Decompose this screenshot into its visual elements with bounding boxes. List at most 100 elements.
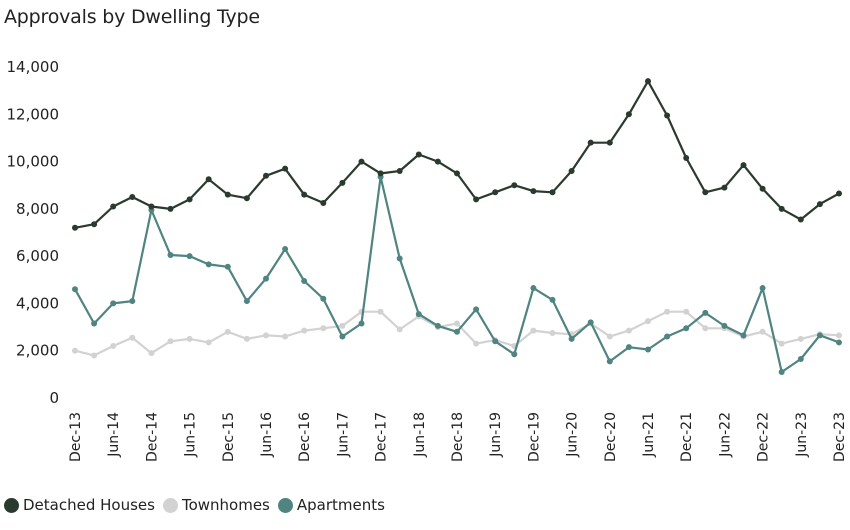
data-point-townhomes [110,342,117,349]
data-point-detached-houses [129,194,136,201]
legend-item-townhomes[interactable]: Townhomes [162,496,270,514]
data-point-apartments [645,346,651,353]
x-tick-label: Dec-22 [756,412,772,462]
data-point-detached-houses [454,170,460,177]
x-tick-label: Dec-16 [297,412,313,462]
data-point-detached-houses [740,162,747,169]
data-point-townhomes [702,325,709,332]
data-point-apartments [282,246,289,253]
data-point-apartments [836,339,842,346]
y-tick-label: 4,000 [16,294,59,312]
data-point-townhomes [167,338,174,345]
x-tick-label: Dec-19 [526,412,542,462]
data-point-townhomes [339,322,346,329]
data-point-apartments [358,320,365,327]
data-point-apartments [568,335,575,342]
data-point-detached-houses [664,112,671,119]
data-point-townhomes [224,328,231,335]
data-point-townhomes [396,326,403,333]
legend: Detached Houses Townhomes Apartments [4,496,393,514]
data-point-apartments [434,322,441,329]
data-point-detached-houses [511,182,518,189]
x-tick-label: Dec-21 [679,412,695,462]
data-point-detached-houses [358,158,365,165]
line-chart: 0 2,000 4,000 6,000 8,000 10,000 12,000 14,000 D… [7,58,849,462]
data-point-apartments [549,296,556,303]
y-tick-label: 2,000 [16,342,59,360]
legend-swatch-apartments [277,497,293,513]
y-tick-label: 12,000 [7,105,60,123]
data-point-apartments [224,263,231,270]
data-point-townhomes [129,334,136,341]
data-point-apartments [511,351,518,358]
data-point-detached-houses [606,139,613,146]
data-point-apartments [740,332,747,339]
data-point-townhomes [530,327,537,334]
legend-item-apartments[interactable]: Apartments [277,496,385,514]
data-point-detached-houses [301,191,308,198]
x-tick-label: Dec-15 [221,412,237,462]
data-point-townhomes [778,340,785,347]
data-point-detached-houses [282,165,289,172]
x-tick-label: Jun-21 [641,412,657,458]
data-point-detached-houses [721,184,728,191]
x-tick-label: Jun-23 [794,412,810,458]
data-point-apartments [320,295,327,302]
data-point-detached-houses [167,205,174,212]
data-point-apartments [110,300,117,307]
data-point-townhomes [282,333,289,340]
series-line-apartments [74,175,840,374]
data-point-detached-houses [530,188,537,195]
data-point-detached-houses [339,179,346,186]
data-point-townhomes [320,325,327,332]
data-point-detached-houses [778,205,785,212]
data-point-townhomes [836,332,842,339]
data-point-apartments [797,355,804,362]
data-point-detached-houses [568,168,575,175]
data-point-townhomes [664,308,671,315]
data-point-townhomes [72,347,78,354]
data-point-detached-houses [263,172,269,179]
x-tick-label: Jun-15 [183,412,199,458]
data-point-townhomes [549,329,556,336]
data-point-townhomes [645,318,651,325]
data-point-detached-houses [186,196,193,203]
x-tick-label: Dec-14 [144,412,160,462]
legend-label-townhomes: Townhomes [181,496,270,514]
data-point-detached-houses [645,78,651,85]
data-point-townhomes [606,333,613,340]
legend-swatch-detached-houses [4,497,19,513]
data-point-detached-houses [148,203,155,210]
x-tick-label: Dec-17 [374,412,390,462]
y-tick-label: 6,000 [16,247,59,265]
data-point-apartments [72,286,78,293]
data-point-apartments [129,298,136,305]
y-tick-label: 10,000 [7,153,60,171]
data-point-detached-houses [836,190,842,197]
x-tick-label: Dec-23 [832,412,848,462]
x-tick-label: Dec-20 [603,412,619,462]
data-point-detached-houses [110,203,117,210]
data-point-detached-houses [91,221,98,228]
data-point-apartments [721,322,728,329]
x-tick-label: Dec-13 [68,412,84,462]
x-tick-label: Jun-22 [717,412,733,458]
data-point-detached-houses [434,158,441,165]
x-tick-label: Jun-14 [106,412,122,458]
data-point-apartments [606,358,613,365]
x-tick-label: Jun-19 [488,412,504,458]
data-point-townhomes [205,339,212,346]
chart-title: Approvals by Dwelling Type [4,6,260,28]
data-point-apartments [473,306,480,313]
data-point-apartments [664,333,671,340]
data-point-detached-houses [759,185,766,192]
data-point-apartments [778,368,785,375]
data-point-apartments [702,309,709,316]
data-point-apartments [492,338,499,345]
data-point-detached-houses [473,196,480,203]
legend-label-detached-houses: Detached Houses [23,496,155,514]
legend-item-detached-houses[interactable]: Detached Houses [4,496,155,514]
data-point-detached-houses [224,191,231,198]
y-tick-label: 0 [49,389,59,407]
data-point-detached-houses [625,111,632,118]
